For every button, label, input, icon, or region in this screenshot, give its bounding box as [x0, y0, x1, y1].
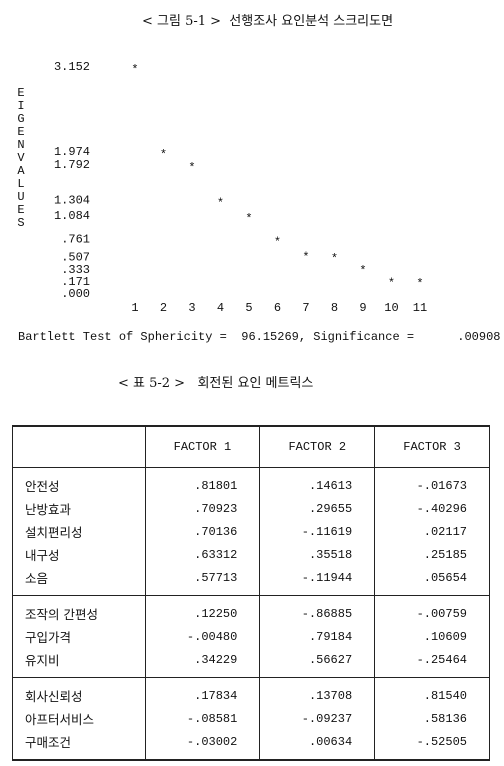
variable-cell: 구매조건 — [12, 730, 146, 761]
table-row: 안전성 .81801.14613 -.01673 — [12, 467, 490, 497]
variable-cell: 구입가격 — [12, 625, 146, 648]
header-cell: FACTOR 1 — [144, 425, 261, 468]
value-cell: .05654 — [374, 566, 490, 596]
value-cell: .34229 — [144, 648, 261, 678]
table-row: 설치편리성 .70136 -.11619.02117 — [12, 520, 490, 543]
variable-cell: 안전성 — [12, 467, 146, 497]
value-cell: -.09237 — [259, 707, 376, 730]
point: * — [302, 251, 309, 265]
value-cell: -.08581 — [144, 707, 261, 730]
value-cell: .12250 — [144, 595, 261, 625]
value-cell: .29655 — [259, 497, 376, 520]
y-axis-label: EIGENVALUES — [14, 86, 28, 229]
value-cell: .56627 — [259, 648, 376, 678]
x-tick-label: 1 — [131, 301, 138, 315]
point: * — [160, 148, 167, 162]
table-row: 소음 .57713 -.11944.05654 — [12, 566, 490, 596]
value-cell: .02117 — [374, 520, 490, 543]
x-tick-label: 6 — [274, 301, 281, 315]
point: * — [274, 235, 281, 249]
point: * — [245, 212, 252, 226]
y-tick-label: 1.792 — [54, 158, 90, 172]
variable-cell: 설치편리성 — [12, 520, 146, 543]
header-cell: FACTOR 2 — [259, 425, 376, 468]
value-cell: .70923 — [144, 497, 261, 520]
x-tick-label: 4 — [217, 301, 224, 315]
point: * — [331, 252, 338, 266]
point: * — [388, 276, 395, 290]
table-row: 조작의 간편성 .12250 -.86885 -.00759 — [12, 595, 490, 625]
value-cell: .79184 — [259, 625, 376, 648]
x-tick-label: 7 — [302, 301, 309, 315]
header-cell — [12, 425, 146, 468]
value-cell: .81540 — [374, 677, 490, 707]
value-cell: -.01673 — [374, 467, 490, 497]
y-tick-label: 1.084 — [54, 209, 90, 223]
point: * — [359, 264, 366, 278]
table-row: 난방효과 .70923.29655 -.40296 — [12, 497, 490, 520]
factor-table: FACTOR 1 FACTOR 2 FACTOR 3 안전성 .81801.14613-… — [12, 425, 490, 761]
y-tick-label: .507 — [61, 251, 90, 265]
x-tick-label: 8 — [331, 301, 338, 315]
value-cell: -.00759 — [374, 595, 490, 625]
x-tick-label: 5 — [245, 301, 252, 315]
y-tick-label: 1.304 — [54, 193, 90, 207]
x-tick-label: 9 — [359, 301, 366, 315]
table-row: 유지비 .34229.56627 -.25464 — [12, 648, 490, 678]
variable-cell: 내구성 — [12, 543, 146, 566]
table-row: 구매조건 -.03002.00634 -.52505 — [12, 730, 490, 761]
value-cell: .13708 — [259, 677, 376, 707]
value-cell: .35518 — [259, 543, 376, 566]
x-tick-label: 11 — [413, 301, 427, 315]
value-cell: -.11944 — [259, 566, 376, 596]
value-cell: -.52505 — [374, 730, 490, 761]
x-tick-label: 10 — [384, 301, 398, 315]
x-tick-label: 2 — [160, 301, 167, 315]
point: * — [188, 161, 195, 175]
bartlett-test: Bartlett Test of Sphericity = 96.15269, … — [18, 330, 501, 344]
table-row: 아프터서비스 -.08581 -.09237.58136 — [12, 707, 490, 730]
value-cell: .58136 — [374, 707, 490, 730]
table-row: 회사신뢰성 .17834.13708.81540 — [12, 677, 490, 707]
value-cell: -.11619 — [259, 520, 376, 543]
variable-cell: 조작의 간편성 — [12, 595, 146, 625]
value-cell: -.86885 — [259, 595, 376, 625]
point: * — [217, 196, 224, 210]
value-cell: .14613 — [259, 467, 376, 497]
header-row: FACTOR 1 FACTOR 2 FACTOR 3 — [12, 425, 490, 468]
scree-plot: .000.171.333.507 .761 1.084 1.304 1.7921.974… — [54, 60, 427, 315]
value-cell: .63312 — [144, 543, 261, 566]
value-cell: .57713 — [144, 566, 261, 596]
y-tick-label: 1.974 — [54, 145, 90, 159]
value-cell: .81801 — [144, 467, 261, 497]
header-cell: FACTOR 3 — [374, 425, 490, 468]
figure-caption: < 그림 5-1 > 선행조사 요인분석 스크리도면 — [142, 14, 394, 29]
y-tick-label: .761 — [61, 232, 90, 246]
variable-cell: 회사신뢰성 — [12, 677, 146, 707]
y-tick-label: .171 — [61, 275, 90, 289]
variable-cell: 아프터서비스 — [12, 707, 146, 730]
variable-cell: 유지비 — [12, 648, 146, 678]
table-caption: < 표 5-2 > 회전된 요인 메트릭스 — [118, 376, 314, 391]
value-cell: .10609 — [374, 625, 490, 648]
y-tick-label: .333 — [61, 263, 90, 277]
value-cell: .17834 — [144, 677, 261, 707]
variable-cell: 난방효과 — [12, 497, 146, 520]
value-cell: -.00480 — [144, 625, 261, 648]
value-cell: .25185 — [374, 543, 490, 566]
y-tick-label: .000 — [61, 287, 90, 301]
value-cell: -.40296 — [374, 497, 490, 520]
table-row: 구입가격 -.00480.79184.10609 — [12, 625, 490, 648]
point: * — [416, 277, 423, 291]
value-cell: .70136 — [144, 520, 261, 543]
value-cell: -.25464 — [374, 648, 490, 678]
value-cell: -.03002 — [144, 730, 261, 761]
point: * — [131, 63, 138, 77]
variable-cell: 소음 — [12, 566, 146, 596]
x-tick-label: 3 — [188, 301, 195, 315]
value-cell: .00634 — [259, 730, 376, 761]
table-row: 내구성 .63312.35518.25185 — [12, 543, 490, 566]
y-tick-label: 3.152 — [54, 60, 90, 74]
